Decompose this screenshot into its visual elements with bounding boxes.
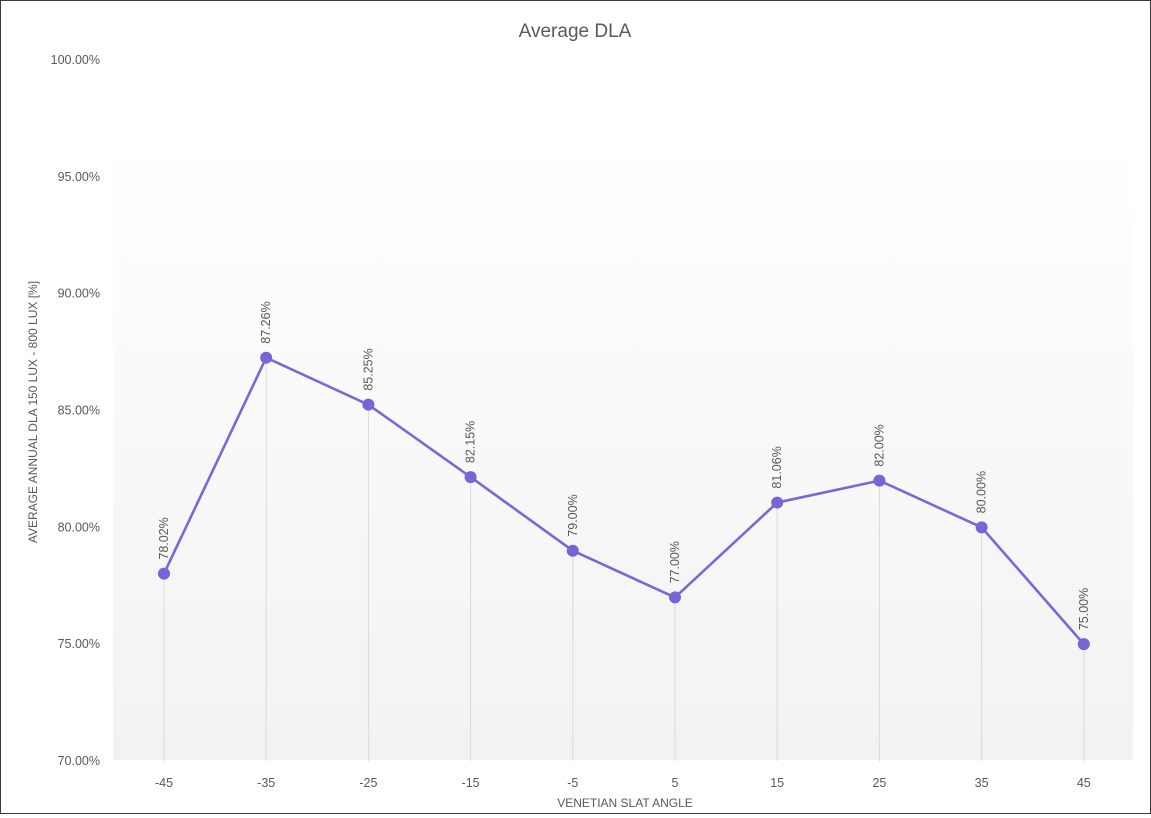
data-label: 78.02% [157,517,171,559]
chart-title: Average DLA [519,21,632,42]
data-point [566,544,579,557]
y-axis-ticks: 70.00% 75.00% 80.00% 85.00% 90.00% 95.00% 100.… [51,53,100,768]
data-point [873,474,886,487]
x-tick-label: 45 [1077,776,1091,790]
data-point [669,591,681,604]
y-tick-label: 95.00% [58,170,100,184]
data-point [975,521,988,534]
data-point [771,496,784,509]
x-tick-label: -25 [359,776,377,790]
data-label: 80.00% [975,471,989,513]
x-tick-label: -5 [567,776,578,790]
data-label: 82.15% [464,421,478,463]
x-tick-label: -35 [257,776,275,790]
series-average-dla [158,351,1090,651]
data-point [260,351,273,364]
x-axis-label: VENETIAN SLAT ANGLE [557,796,693,810]
y-tick-label: 85.00% [58,404,100,418]
x-tick-label: -15 [462,776,480,790]
data-point [158,567,170,580]
x-tick-label: 15 [770,776,784,790]
y-tick-label: 70.00% [58,754,100,768]
plot-area [113,141,1133,760]
data-label: 75.00% [1077,588,1091,630]
y-axis-label: AVERAGE ANNUAL DLA 150 LUX - 800 LUX [%] [26,281,40,543]
data-label: 77.00% [668,541,682,583]
data-point [1077,638,1090,651]
x-tick-label: 35 [975,776,989,790]
data-point [362,398,375,411]
data-label: 82.00% [872,424,886,466]
data-labels: 78.02% 87.26% 85.25% 82.15% 79.00% 77.00% 81.0… [157,301,1091,630]
data-point [464,471,477,484]
data-label: 81.06% [770,446,784,488]
data-label: 85.25% [361,348,375,390]
y-tick-label: 90.00% [58,287,100,301]
x-tick-label: 5 [672,776,679,790]
y-tick-label: 80.00% [58,520,100,534]
data-label: 87.26% [259,301,273,343]
y-tick-label: 75.00% [58,637,100,651]
x-tick-label: -45 [155,776,173,790]
x-tick-label: 25 [872,776,886,790]
x-axis-ticks: -45 -35 -25 -15 -5 5 15 25 35 45 [155,776,1091,790]
y-tick-label: 100.00% [51,53,100,67]
data-label: 79.00% [566,494,580,536]
series-line [162,356,1085,646]
drop-lines [163,357,1085,761]
